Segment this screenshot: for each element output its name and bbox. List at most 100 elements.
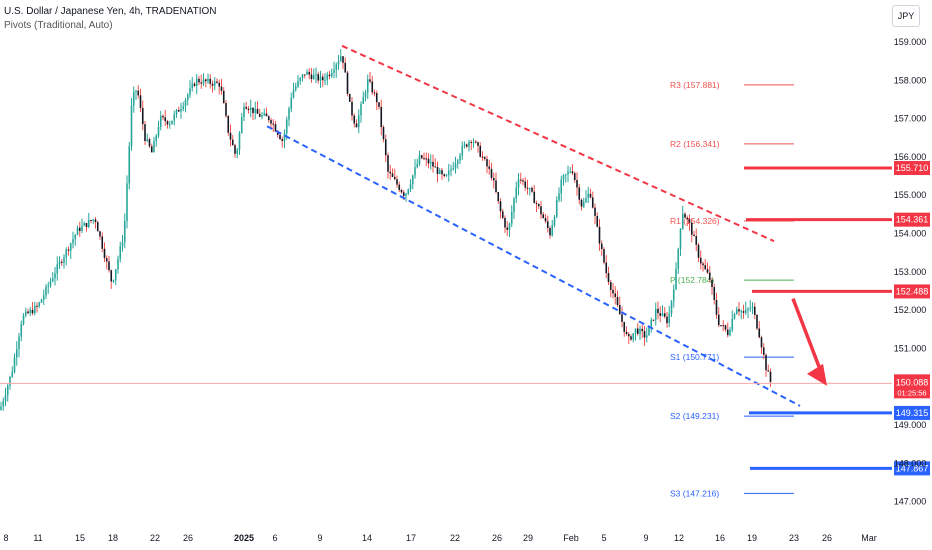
candle-body [587,193,590,198]
level-price-label: 149.315 [896,408,929,418]
candle-body [531,187,533,192]
candle-body [425,158,428,160]
y-tick-label: 152.000 [894,305,927,315]
candle-body [103,248,106,259]
symbol-title: U.S. Dollar / Japanese Yen, 4h, TRADENAT… [4,6,217,17]
candle-body [96,222,99,232]
candle-body [751,306,754,309]
candle-body [369,79,371,82]
candle-body [344,62,347,73]
candle-body [411,175,414,185]
channel-upper-line[interactable] [341,44,775,243]
candle-body [319,76,322,81]
candle-body [186,94,189,100]
pivot-label: S3 (147.216) [670,488,719,498]
candle-body [497,191,500,202]
candle-body [137,90,140,96]
pivot-label: R2 (156.341) [670,139,720,149]
candle-body [204,79,207,82]
candle-body [524,181,527,188]
candle-body [569,171,572,173]
candle-body [65,249,68,258]
candle-body [355,123,358,128]
currency-button[interactable]: JPY [892,5,920,27]
candle-body [522,180,524,182]
pivot-lines: R3 (157.881) R2 (156.341) R1 (154.326) P (1… [670,80,794,498]
x-tick-label: 11 [33,533,42,543]
down-arrow[interactable] [791,297,827,386]
candle-body [216,81,218,83]
candle-body [389,171,392,174]
pivot-label: S2 (149.231) [670,411,719,421]
current-price-tag [894,374,930,399]
candle-body [488,166,491,169]
candle-body [636,328,639,334]
x-tick-label: 17 [406,533,416,543]
candle-body [360,103,362,116]
candle-body [126,183,128,221]
y-tick-label: 154.000 [894,229,927,239]
candle-body [657,308,659,314]
y-tick-label: 147.000 [894,497,927,507]
candle-body [436,166,439,174]
candle-body [490,168,493,179]
candle-body [207,78,209,82]
candle-body [173,114,176,121]
candle-body [132,91,135,106]
candle-body [252,107,254,114]
candle-body [513,198,515,212]
candle-body [148,139,151,147]
candle-body [222,90,225,104]
candle-body [409,184,412,190]
x-tick-label: 22 [450,533,460,543]
candle-body [607,273,610,283]
level-price-tag [894,461,930,476]
channel-lower-line[interactable] [266,125,801,407]
candle-body [684,213,686,218]
candle-body [168,124,171,126]
candle-body [544,218,547,222]
candle-body [141,107,144,125]
candle-body [724,325,727,330]
candle-body [630,336,632,340]
candle-body [454,163,457,168]
candle-body [702,263,704,266]
candle-body [492,178,495,181]
candle-body [585,197,587,203]
candle-body [560,179,563,194]
indicator-label: Pivots (Traditional, Auto) [4,20,113,31]
x-tick-label: 9 [643,533,648,543]
candle-body [81,225,83,232]
candle-body [483,157,486,160]
candle-body [391,173,394,177]
x-tick-label: 19 [747,533,757,543]
candle-body [445,174,448,176]
channel-lines[interactable] [266,44,801,407]
candle-body [713,287,716,300]
candle-body [110,270,113,282]
candle-body [465,144,468,147]
candle-body [200,82,203,84]
horizontal-levels[interactable]: 155.710 154.361 152.488 149.315 147.867 [0,161,930,476]
candle-body [180,108,182,112]
level-price-tag [894,212,930,227]
candle-body [402,192,405,196]
candle-body [634,328,637,334]
candle-body [144,124,146,142]
candle-body [85,223,88,227]
candle-body [283,133,286,141]
candle-body [398,184,401,190]
candle-body [623,321,626,332]
y-tick-label: 151.000 [894,343,927,353]
candle-body [249,107,252,110]
time-axis[interactable]: 8 11 15 18 22 26 2025 6 9 14 17 22 26 29 Feb 5 9 12 16 19 23… [3,533,876,543]
candle-body [74,234,77,240]
price-axis[interactable]: 159.000 158.000 157.000 156.000 155.000 154.0… [894,37,930,507]
candle-body [153,141,155,153]
candle-body [229,132,232,140]
candle-body [281,139,284,141]
arrow-shaft [791,297,823,373]
candle-body [405,193,407,196]
candle-body [456,160,459,164]
